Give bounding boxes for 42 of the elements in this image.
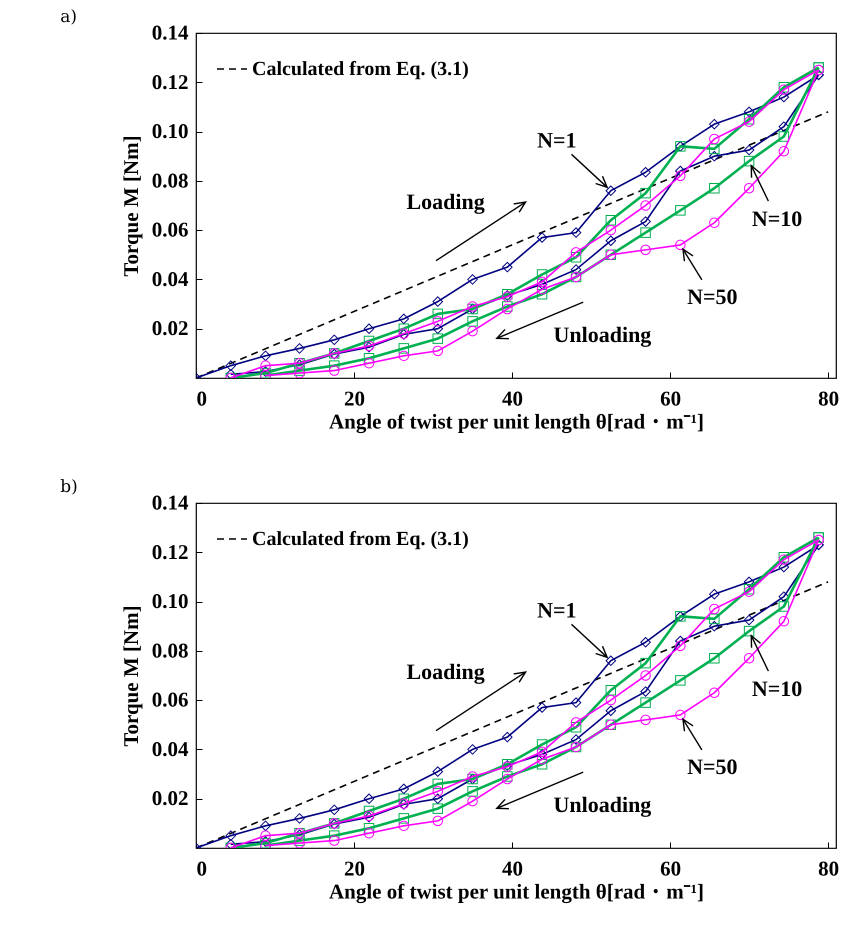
y-tick-label: 0.10 <box>152 119 188 144</box>
x-tick-label: 0 <box>196 386 207 410</box>
y-tick-label: 0.10 <box>152 589 188 614</box>
y-tick-label: 0.14 <box>152 20 189 44</box>
annotation: N=10 <box>752 206 802 232</box>
annotation: Unloading <box>553 322 652 347</box>
x-axis-title: Angle of twist per unit length θ[rad・m⁻¹] <box>328 410 704 434</box>
legend-label: Calculated from Eq. (3.1) <box>252 528 469 550</box>
x-tick-label: 60 <box>660 386 682 410</box>
y-axis-title: Torque M [Nm] <box>118 605 143 747</box>
chart-title: a) <box>60 7 78 27</box>
annotation: Loading <box>406 659 485 684</box>
y-tick-label: 0.06 <box>152 218 188 242</box>
x-axis-title: Angle of twist per unit length θ[rad・m⁻¹] <box>328 880 704 904</box>
y-tick-label: 0.08 <box>152 168 188 192</box>
y-tick-label: 0.14 <box>152 490 189 514</box>
annotation: Loading <box>406 189 485 214</box>
annotation: N=50 <box>687 284 738 309</box>
x-tick-label: 40 <box>502 386 524 410</box>
x-tick-label: 80 <box>818 856 840 880</box>
y-tick-label: 0.06 <box>152 688 188 712</box>
x-tick-label: 20 <box>344 386 366 410</box>
y-tick-label: 0.04 <box>152 266 189 291</box>
y-axis-title: Torque M [Nm] <box>118 135 143 277</box>
legend-label: Calculated from Eq. (3.1) <box>252 58 469 80</box>
annotation: Unloading <box>553 792 652 817</box>
annotation: N=10 <box>752 676 802 702</box>
y-tick-label: 0.12 <box>152 70 188 94</box>
x-tick-label: 40 <box>502 856 524 880</box>
y-tick-label: 0.12 <box>152 540 188 564</box>
y-tick-label: 0.02 <box>152 316 188 340</box>
x-tick-label: 60 <box>660 856 682 880</box>
chart-title: b) <box>60 477 78 497</box>
annotation: N=1 <box>537 598 577 623</box>
y-tick-label: 0.02 <box>152 786 188 810</box>
x-tick-label: 80 <box>818 386 840 410</box>
annotation: N=1 <box>537 128 577 153</box>
x-tick-label: 0 <box>196 856 207 880</box>
y-tick-label: 0.08 <box>152 638 188 662</box>
x-tick-label: 20 <box>344 856 366 880</box>
annotation: N=50 <box>687 754 738 779</box>
y-tick-label: 0.04 <box>152 736 189 761</box>
